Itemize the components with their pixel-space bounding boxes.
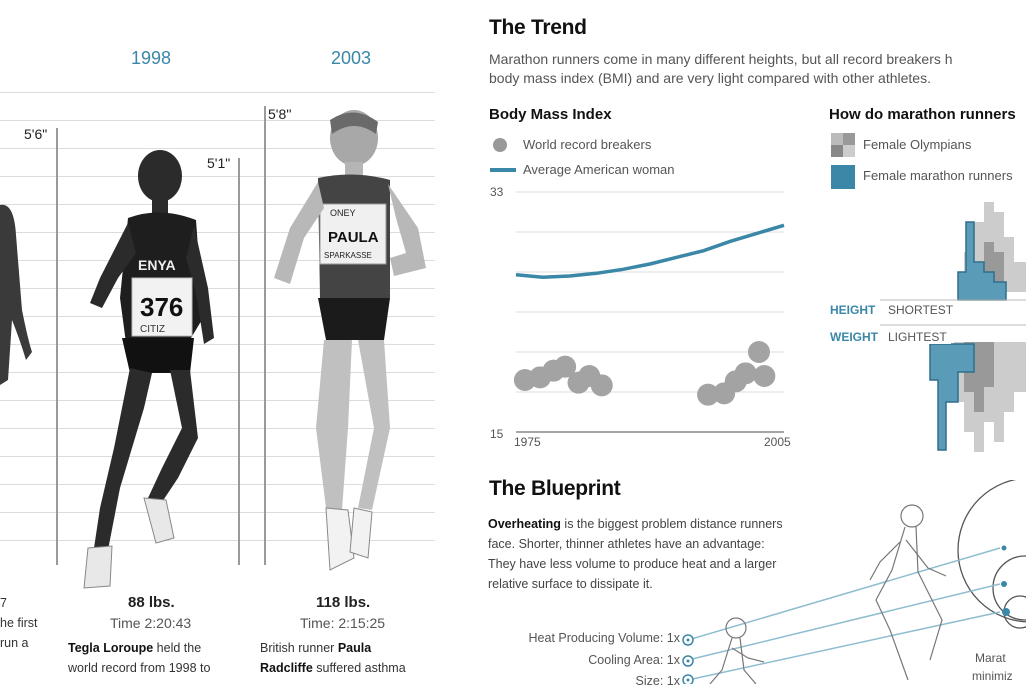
compare-title: How do marathon runners <box>829 106 1016 123</box>
record-breaker-point <box>697 383 720 406</box>
bmi-average-woman-line <box>515 223 785 280</box>
weight-axis-key: WEIGHT <box>830 330 884 344</box>
scale-row-volume: Heat Producing Volume: 1x <box>528 631 680 645</box>
height-bar-2 <box>238 158 240 565</box>
height-label-1: 5'6" <box>24 126 48 142</box>
trend-intro: Marathon runners come in many different … <box>489 51 953 86</box>
bmi-chart-title: Body Mass Index <box>489 106 612 123</box>
trend-title: The Trend <box>489 16 587 39</box>
tegla-bib-number: 376 <box>140 292 183 322</box>
paula-bib-top: ONEY <box>330 208 356 218</box>
blueprint-title: The Blueprint <box>489 477 621 500</box>
record-breaker-point <box>747 341 770 363</box>
runner-2-time: Time 2:20:43 <box>110 615 192 631</box>
record-breaker-point <box>590 374 613 397</box>
bmi-record-breakers-series <box>513 341 776 406</box>
bmi-chart: 33 15 1975 2005 <box>490 185 791 449</box>
record-breaker-point <box>554 355 577 378</box>
year-2003: 2003 <box>331 48 372 68</box>
legend-marathon: Female marathon runners <box>863 168 1013 183</box>
record-breaker-point <box>753 365 776 387</box>
height-axis-key: HEIGHT <box>830 303 882 317</box>
legend-marathon-swatch <box>831 165 855 189</box>
blueprint-caption-1: Marat <box>975 651 1006 665</box>
blueprint-caption-2: minimiz <box>972 669 1013 683</box>
record-breaker-point <box>734 362 757 385</box>
height-bar-3 <box>264 106 266 565</box>
runner-3-bio: British runner Paula Radcliffe suffered … <box>260 641 406 675</box>
runner-photo-tegla: ENYA 376 CITIZ <box>83 150 214 589</box>
paula-bib-bottom: SPARKASSE <box>324 251 372 260</box>
x-axis-end-label: 2005 <box>764 435 791 449</box>
paula-bib-name: PAULA <box>328 229 379 246</box>
legend-olympians: Female Olympians <box>863 137 972 152</box>
tegla-bib-sponsor: CITIZ <box>140 324 165 335</box>
runner-2-bio: Tegla Loroupe held the world record from… <box>68 641 211 675</box>
y-axis-max-label: 33 <box>490 185 504 199</box>
bmi-gridlines <box>516 191 784 433</box>
legend-record-breakers: World record breakers <box>523 137 652 152</box>
x-axis-start-label: 1975 <box>514 435 541 449</box>
legend-average-woman: Average American woman <box>523 162 675 177</box>
runner-3-weight: 118 lbs. <box>316 594 371 611</box>
year-1998: 1998 <box>131 48 172 68</box>
runner-3-time: Time: 2:15:25 <box>300 615 386 631</box>
blueprint-text: Overheating is the biggest problem dista… <box>488 517 783 591</box>
y-axis-min-label: 15 <box>490 427 504 441</box>
legend-olympians-swatch <box>831 133 855 157</box>
height-label-3: 5'8'' <box>268 106 292 122</box>
height-bar-1 <box>56 128 58 565</box>
runner-2-weight: 88 lbs. <box>128 594 175 611</box>
legend-line-swatch <box>490 168 516 172</box>
blueprint-illustration: Marat minimiz <box>682 480 1026 684</box>
runner-1-bio: 7 he first run a <box>0 596 38 650</box>
height-axis-value: SHORTEST <box>888 303 958 317</box>
scale-row-size: Size: 1x <box>635 674 680 688</box>
tegla-country-text: ENYA <box>138 257 176 273</box>
runner-photo-paula: ONEY PAULA SPARKASSE <box>274 110 426 571</box>
height-weight-distribution <box>880 202 1026 452</box>
weight-axis-value: LIGHTEST <box>888 330 951 344</box>
legend-dot-icon <box>493 138 507 152</box>
height-label-2: 5'1" <box>207 155 231 171</box>
scale-row-cooling: Cooling Area: 1x <box>588 653 680 667</box>
runner-photo-partial <box>0 204 32 385</box>
